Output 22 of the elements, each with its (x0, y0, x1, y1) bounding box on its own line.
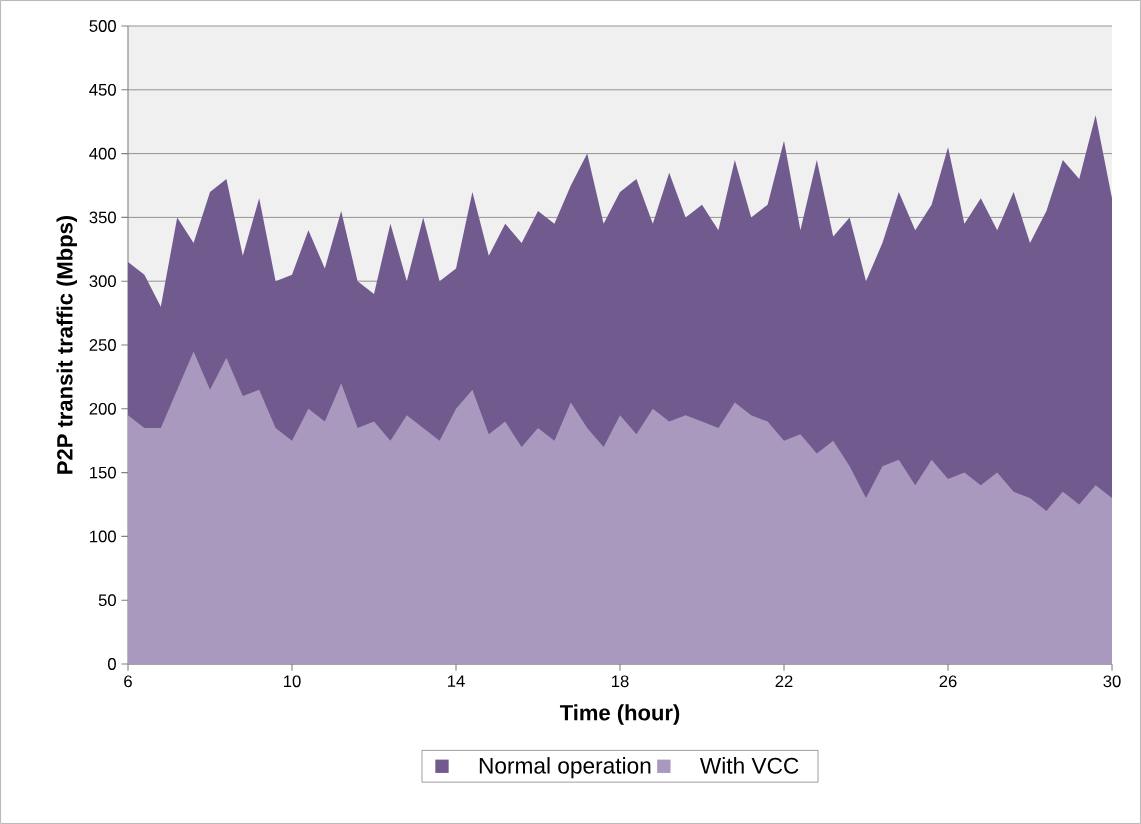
x-tick-label: 10 (284, 675, 301, 688)
y-tick-label: 250 (89, 339, 116, 351)
y-tick-label: 350 (89, 211, 116, 224)
x-tick-label: 18 (612, 675, 629, 688)
y-tick-label: 150 (90, 466, 116, 479)
y-tick-label: 300 (89, 275, 116, 288)
x-tick-label: 22 (775, 675, 793, 688)
legend-label: With VCC (699, 757, 799, 774)
x-tick-label: 26 (939, 675, 957, 688)
y-tick-label: 450 (89, 83, 116, 96)
y-tick-label: 50 (98, 594, 116, 607)
legend-label: Normal operation (479, 757, 651, 779)
y-tick-label: 500 (89, 20, 116, 32)
y-axis-title: P2P transit traffic (Mbps) (56, 215, 77, 474)
x-tick-label: 6 (124, 675, 132, 688)
y-tick-label: 100 (90, 530, 116, 543)
y-tick-label: 200 (89, 402, 116, 415)
y-tick-label: 0 (108, 658, 116, 670)
x-tick-label: 14 (448, 675, 465, 687)
x-tick-label: 30 (1103, 675, 1121, 688)
x-axis-title: Time (hour) (559, 704, 680, 725)
y-tick-label: 400 (89, 147, 116, 160)
